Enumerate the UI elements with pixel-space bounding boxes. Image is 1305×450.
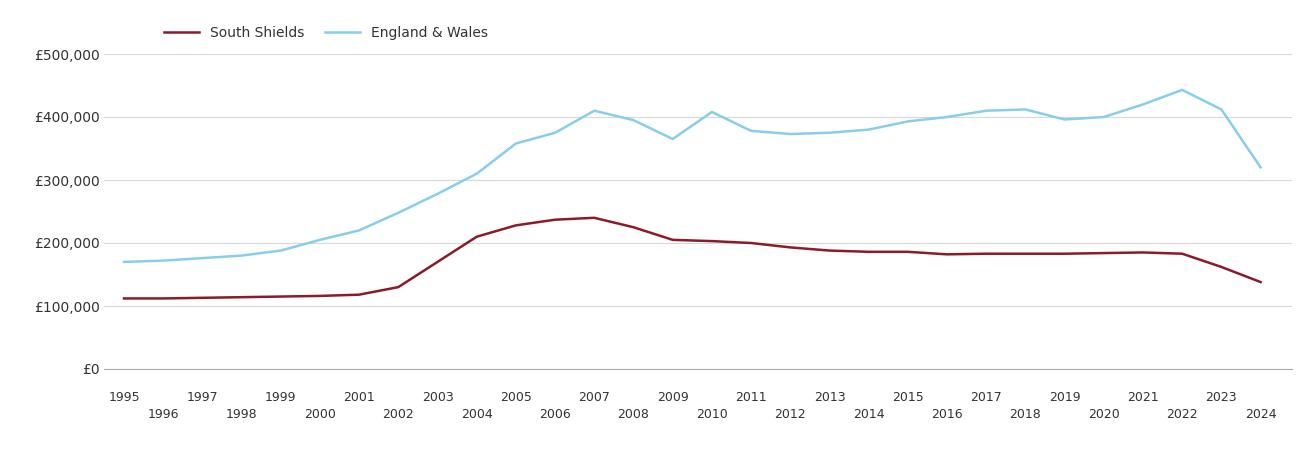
Text: 1997: 1997 (187, 391, 218, 404)
England & Wales (351, 228, 367, 233)
England & Wales (979, 108, 994, 113)
England & Wales (312, 237, 328, 243)
England & Wales (705, 109, 720, 115)
England & Wales (744, 128, 760, 134)
South Shields (705, 238, 720, 244)
England & Wales (508, 141, 523, 146)
England & Wales (822, 130, 838, 135)
Text: 2005: 2005 (500, 391, 532, 404)
South Shields (1018, 251, 1034, 256)
England & Wales (116, 259, 132, 265)
South Shields (312, 293, 328, 299)
South Shields (508, 223, 523, 228)
Text: 2007: 2007 (578, 391, 611, 404)
Text: 2013: 2013 (813, 391, 846, 404)
England & Wales (861, 127, 877, 132)
Text: 1998: 1998 (226, 408, 257, 421)
South Shields (979, 251, 994, 256)
Text: 2022: 2022 (1167, 408, 1198, 421)
England & Wales (1135, 102, 1151, 107)
South Shields (1096, 250, 1112, 256)
South Shields (1253, 279, 1268, 285)
England & Wales (1214, 107, 1229, 112)
South Shields (1135, 250, 1151, 255)
Text: 2000: 2000 (304, 408, 335, 421)
Text: 2001: 2001 (343, 391, 375, 404)
Text: 2021: 2021 (1128, 391, 1159, 404)
Text: 2023: 2023 (1206, 391, 1237, 404)
England & Wales (1174, 87, 1190, 93)
Legend: South Shields, England & Wales: South Shields, England & Wales (159, 20, 493, 45)
South Shields (273, 294, 288, 299)
South Shields (1174, 251, 1190, 256)
South Shields (900, 249, 916, 255)
Text: 1996: 1996 (147, 408, 179, 421)
Text: 2024: 2024 (1245, 408, 1276, 421)
England & Wales (429, 191, 445, 197)
South Shields (351, 292, 367, 297)
England & Wales (1018, 107, 1034, 112)
Text: 2017: 2017 (971, 391, 1002, 404)
Text: 2009: 2009 (656, 391, 689, 404)
Text: 2015: 2015 (893, 391, 924, 404)
Text: 1999: 1999 (265, 391, 296, 404)
South Shields (547, 217, 562, 222)
Text: 2019: 2019 (1049, 391, 1081, 404)
Text: 2012: 2012 (774, 408, 806, 421)
Text: 2008: 2008 (617, 408, 650, 421)
Text: 2010: 2010 (696, 408, 728, 421)
England & Wales (155, 258, 171, 263)
Line: England & Wales: England & Wales (124, 90, 1261, 262)
Text: 2003: 2003 (422, 391, 453, 404)
England & Wales (625, 117, 641, 123)
England & Wales (234, 253, 249, 258)
South Shields (116, 296, 132, 301)
South Shields (625, 225, 641, 230)
South Shields (155, 296, 171, 301)
South Shields (783, 245, 799, 250)
Text: 1995: 1995 (108, 391, 140, 404)
South Shields (861, 249, 877, 255)
Text: 2011: 2011 (735, 391, 767, 404)
England & Wales (664, 136, 680, 142)
South Shields (1214, 264, 1229, 270)
Text: 2004: 2004 (461, 408, 492, 421)
England & Wales (1057, 117, 1073, 122)
Text: 2020: 2020 (1088, 408, 1120, 421)
South Shields (1057, 251, 1073, 256)
England & Wales (194, 256, 210, 261)
Text: 2014: 2014 (853, 408, 885, 421)
South Shields (664, 237, 680, 243)
South Shields (940, 252, 955, 257)
England & Wales (547, 130, 562, 135)
South Shields (744, 240, 760, 246)
England & Wales (468, 171, 484, 176)
Line: South Shields: South Shields (124, 218, 1261, 298)
England & Wales (1253, 165, 1268, 170)
South Shields (468, 234, 484, 239)
Text: 2006: 2006 (539, 408, 572, 421)
South Shields (194, 295, 210, 301)
Text: 2018: 2018 (1010, 408, 1041, 421)
England & Wales (900, 119, 916, 124)
South Shields (586, 215, 602, 220)
Text: 2016: 2016 (932, 408, 963, 421)
South Shields (390, 284, 406, 290)
England & Wales (273, 248, 288, 253)
England & Wales (586, 108, 602, 113)
Text: 2002: 2002 (382, 408, 414, 421)
South Shields (234, 294, 249, 300)
South Shields (429, 259, 445, 265)
South Shields (822, 248, 838, 253)
England & Wales (1096, 114, 1112, 120)
England & Wales (940, 114, 955, 120)
England & Wales (390, 210, 406, 216)
England & Wales (783, 131, 799, 137)
